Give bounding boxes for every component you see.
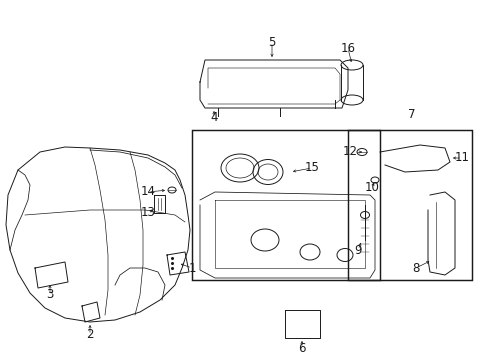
Text: 12: 12 xyxy=(342,145,357,158)
Text: 11: 11 xyxy=(453,152,468,165)
Text: 2: 2 xyxy=(86,328,94,342)
Bar xyxy=(192,130,379,280)
Text: 3: 3 xyxy=(46,288,54,301)
Text: 5: 5 xyxy=(268,36,275,49)
Text: 15: 15 xyxy=(304,162,319,175)
Text: 8: 8 xyxy=(411,261,419,274)
Text: 6: 6 xyxy=(298,342,305,355)
Text: 16: 16 xyxy=(340,41,355,54)
Text: 1: 1 xyxy=(188,261,195,274)
Text: 13: 13 xyxy=(140,207,155,220)
Bar xyxy=(347,130,471,280)
Text: 9: 9 xyxy=(353,243,361,256)
Text: 4: 4 xyxy=(210,112,217,125)
Text: 10: 10 xyxy=(364,181,379,194)
Text: 7: 7 xyxy=(407,108,415,121)
Text: 14: 14 xyxy=(140,185,155,198)
